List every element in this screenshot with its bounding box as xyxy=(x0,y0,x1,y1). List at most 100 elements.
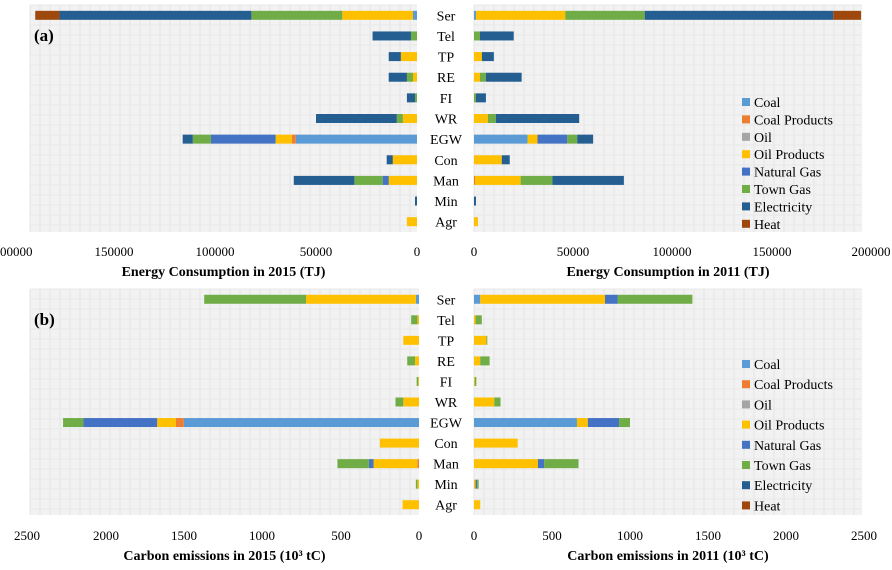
category-label-egw: EGW xyxy=(430,133,463,148)
bar-ser-coal xyxy=(474,10,476,20)
legend-swatch-coal-products xyxy=(742,115,750,124)
category-label-con: Con xyxy=(434,154,457,169)
x-axis-title: Carbon emissions in 2011 (10³ tC) xyxy=(567,549,769,564)
x-tick-label: 150000 xyxy=(95,244,134,259)
x-tick-label: 100000 xyxy=(653,244,692,259)
bar-re-oil-products xyxy=(412,72,417,82)
bar-fi-electricity xyxy=(475,93,486,103)
bar-egw-coal-products xyxy=(175,418,184,428)
bar-con-oil-products xyxy=(474,438,518,448)
bar-egw-coal-products xyxy=(291,134,296,144)
legend-label-oil-products: Oil Products xyxy=(754,148,824,163)
bar-egw-town-gas xyxy=(567,134,578,144)
panel-label: (a) xyxy=(34,26,54,45)
bar-wr-oil-products xyxy=(474,397,495,407)
category-label-agr: Agr xyxy=(435,216,457,231)
legend-swatch-heat xyxy=(742,219,750,228)
bar-wr-town-gas xyxy=(395,397,404,407)
legend-swatch-natural-gas xyxy=(742,167,750,176)
bar-egw-natural-gas xyxy=(83,418,158,428)
legend-swatch-oil xyxy=(742,132,750,141)
category-label-min: Min xyxy=(434,478,457,493)
bar-man-electricity xyxy=(552,175,624,185)
bar-tp-oil-products xyxy=(474,52,482,62)
category-label-tel: Tel xyxy=(437,314,455,329)
x-tick-label: 1000 xyxy=(617,528,643,543)
bar-tel-electricity xyxy=(372,31,411,41)
x-tick-label: 200000 xyxy=(0,244,33,259)
x-tick-label: 0 xyxy=(416,528,423,543)
bar-min-oil-products xyxy=(474,479,476,489)
bar-re-oil-products xyxy=(474,356,481,366)
legend-swatch-oil-products xyxy=(742,420,750,429)
x-tick-label: 1500 xyxy=(695,528,721,543)
bar-tp-electricity xyxy=(481,52,494,62)
bar-agr-oil-products xyxy=(474,500,481,510)
bar-tel-electricity xyxy=(479,31,514,41)
bar-man-coal-products xyxy=(474,175,475,185)
bar-ser-electricity xyxy=(59,10,252,20)
bar-re-oil-products xyxy=(415,356,419,366)
legend-label-coal: Coal xyxy=(754,96,781,111)
x-tick-label: 2000 xyxy=(773,528,799,543)
legend-label-natural-gas: Natural Gas xyxy=(754,439,821,454)
bar-egw-coal xyxy=(474,134,528,144)
bar-wr-town-gas xyxy=(396,114,403,123)
bar-man-natural-gas xyxy=(368,459,374,469)
bar-min-town-gas xyxy=(477,479,479,489)
bar-man-oil-products xyxy=(474,459,538,469)
legend-swatch-natural-gas xyxy=(742,440,750,449)
bar-fi-oil-products xyxy=(418,376,420,386)
category-label-egw: EGW xyxy=(430,417,463,432)
bar-egw-natural-gas xyxy=(210,134,276,144)
legend-label-heat: Heat xyxy=(754,499,781,514)
legend-swatch-town-gas xyxy=(742,461,750,469)
bar-man-town-gas xyxy=(354,175,383,185)
bar-egw-oil-products xyxy=(576,418,588,428)
bar-man-oil-products xyxy=(474,175,521,185)
bar-wr-electricity xyxy=(495,114,580,123)
x-tick-label: 50000 xyxy=(557,244,590,259)
bar-man-town-gas xyxy=(544,459,579,469)
bar-egw-natural-gas xyxy=(587,418,620,428)
category-label-ser: Ser xyxy=(437,9,456,24)
legend-label-coal: Coal xyxy=(754,358,781,373)
bar-ser-natural-gas xyxy=(605,294,618,304)
bar-man-oil-products xyxy=(388,175,417,185)
bar-egw-oil-products xyxy=(157,418,176,428)
bar-fi-oil-products xyxy=(474,376,475,386)
bar-agr-oil-products xyxy=(406,217,417,227)
legend-label-coal-products: Coal Products xyxy=(754,113,833,128)
bar-ser-electricity xyxy=(644,10,834,20)
bar-egw-coal xyxy=(474,418,577,428)
bar-min-electricity xyxy=(414,196,417,206)
bar-tel-town-gas xyxy=(474,31,480,41)
bar-egw-oil-products xyxy=(527,134,538,144)
x-axis-title: Carbon emissions in 2015 (10³ tC) xyxy=(123,549,325,564)
bar-ser-coal xyxy=(415,294,419,304)
bar-ser-coal xyxy=(474,294,481,304)
bar-re-electricity xyxy=(388,72,407,82)
legend-label-heat: Heat xyxy=(754,218,781,233)
bar-ser-coal xyxy=(412,10,417,20)
category-label-wr: WR xyxy=(435,113,458,128)
bar-wr-oil-products xyxy=(403,397,419,407)
bar-tp-oil-products xyxy=(400,52,417,62)
legend-label-oil: Oil xyxy=(754,398,772,413)
x-tick-label: 2500 xyxy=(851,528,877,543)
legend-swatch-electricity xyxy=(742,202,750,211)
category-label-tp: TP xyxy=(438,334,455,349)
bar-min-oil-products xyxy=(417,479,419,489)
bar-wr-town-gas xyxy=(487,114,496,123)
bar-tel-town-gas xyxy=(410,31,417,41)
panel-2: 2500 2000 1500 1000 500 0 Carbon emissions in … xyxy=(14,288,423,564)
category-label-re: RE xyxy=(437,71,455,86)
x-tick-label: 2000 xyxy=(93,528,119,543)
panel-3: 0 500 1000 1500 2000 2500 Carbon emissions in … xyxy=(471,288,877,564)
category-label-con: Con xyxy=(434,437,457,452)
bar-con-oil-products xyxy=(474,155,502,165)
x-tick-label: 1000 xyxy=(249,528,275,543)
legend-swatch-coal xyxy=(742,98,750,106)
bar-man-oil-products xyxy=(373,459,418,469)
bar-ser-oil-products xyxy=(480,294,606,304)
